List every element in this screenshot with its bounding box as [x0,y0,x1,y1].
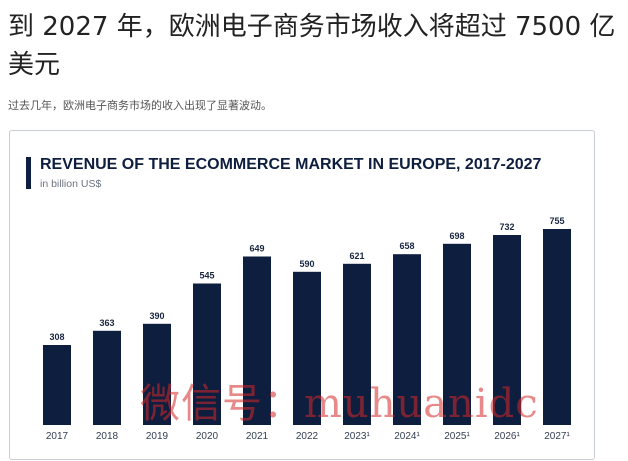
bar-value-label: 732 [499,222,514,232]
bar-2 [143,323,171,425]
x-tick-label: 2023¹ [344,431,370,442]
revenue-bar-chart: REVENUE OF THE ECOMMERCE MARKET IN EUROP… [26,156,571,442]
bar-value-label: 755 [549,216,564,226]
page-subtitle: 过去几年，欧洲电子商务市场的收入出现了显著波动。 [8,99,272,112]
x-tick-label: 2020 [196,431,219,442]
bar-7 [393,254,421,425]
x-tick-label: 2027¹ [544,431,570,442]
bar-value-label: 390 [149,311,164,321]
x-tick-label: 2018 [96,431,119,442]
bar-value-label: 363 [99,318,114,328]
bar-value-label: 308 [49,332,64,342]
x-tick-label: 2019 [146,431,169,442]
x-tick-label: 2017 [46,431,69,442]
bar-8 [443,243,471,425]
bar-5 [293,271,321,425]
x-tick-label: 2026¹ [494,431,520,442]
bar-value-label: 545 [199,271,214,281]
x-tick-label: 2022 [296,431,319,442]
chart-unit-label: in billion US$ [40,178,101,190]
bar-value-label: 698 [449,231,464,241]
bar-1 [93,330,121,425]
bar-3 [193,283,221,425]
bar-value-label: 658 [399,241,414,251]
bar-9 [493,235,521,425]
chart-title: REVENUE OF THE ECOMMERCE MARKET IN EUROP… [40,156,542,173]
bar-value-label: 590 [299,259,314,269]
bar-series: 308 2017 363 2018 390 2019 545 2020 649 2021 590 20… [43,216,571,442]
x-tick-label: 2024¹ [394,431,420,442]
x-tick-label: 2021 [246,431,269,442]
x-tick-label: 2025¹ [444,431,470,442]
bar-value-label: 621 [349,251,364,261]
bar-0 [43,345,71,425]
bar-value-label: 649 [249,244,264,254]
bar-6 [343,263,371,425]
page-title: 到 2027 年，欧洲电子商务市场收入将超过 7500 亿美元 [8,12,616,80]
bar-10 [543,229,571,425]
bar-4 [243,256,271,425]
title-accent-bar [26,157,31,189]
chart-card: REVENUE OF THE ECOMMERCE MARKET IN EUROP… [9,130,595,460]
